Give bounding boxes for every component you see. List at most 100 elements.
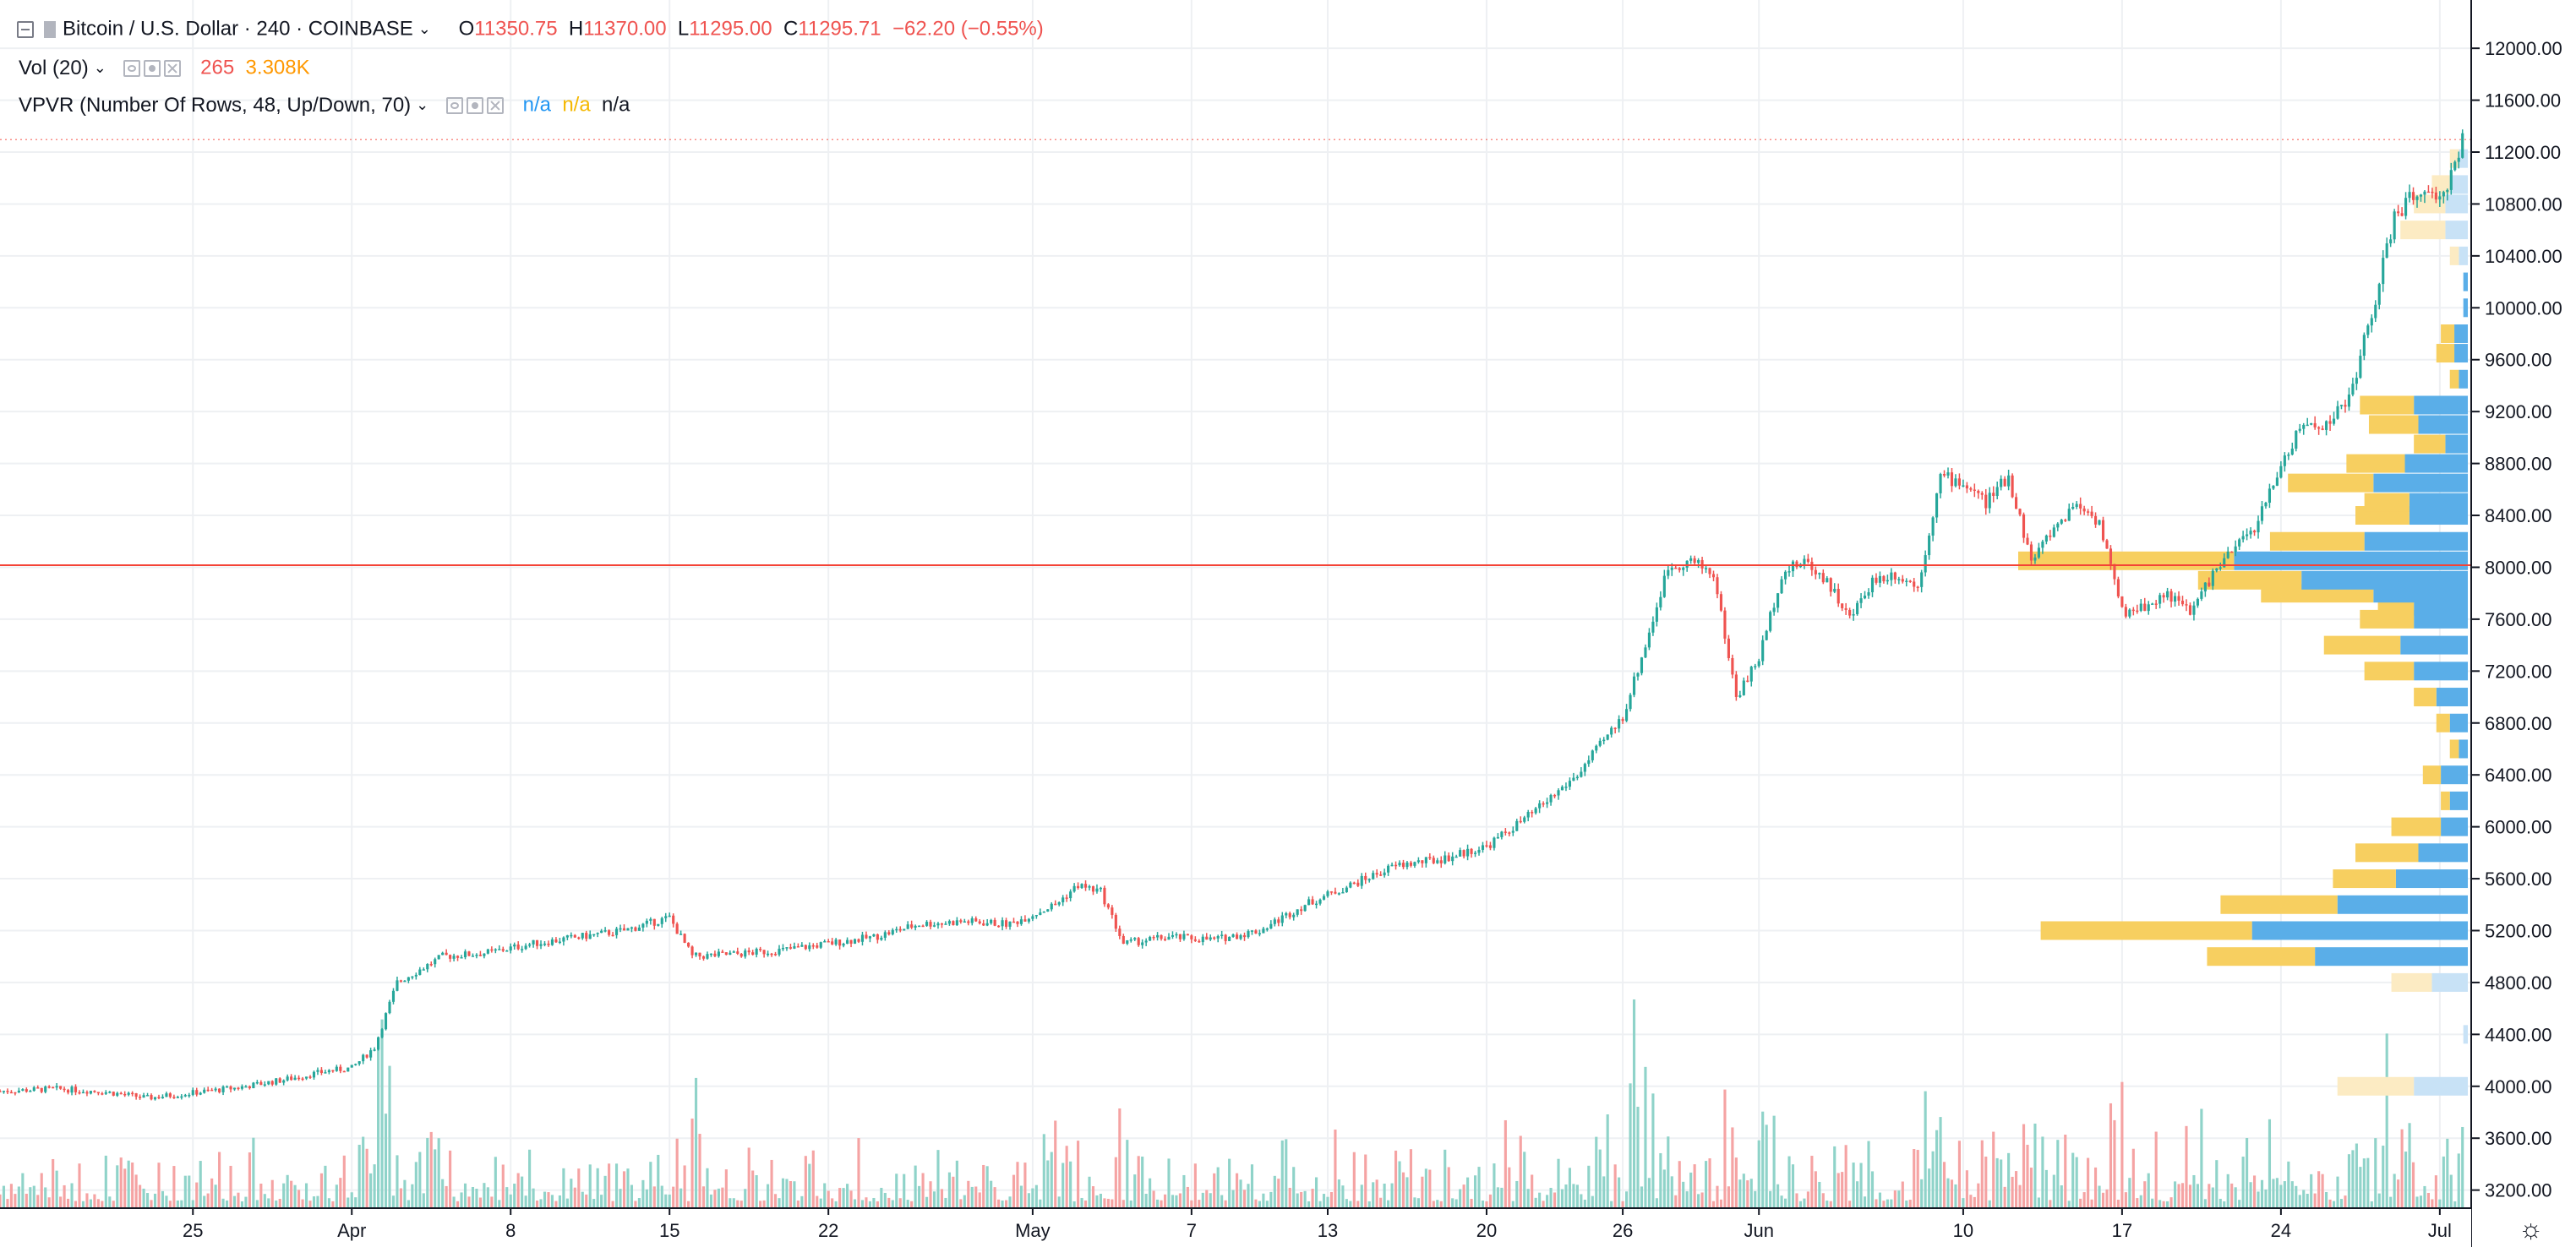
volume-bar <box>1057 1196 1061 1208</box>
eye-icon[interactable] <box>123 60 141 78</box>
candle-body <box>52 1086 55 1089</box>
close-icon[interactable] <box>164 60 182 78</box>
volume-bar <box>1988 1200 1991 1208</box>
volume-profile-up-bar <box>2449 713 2468 732</box>
symbol-title[interactable]: Bitcoin / U.S. Dollar · 240 · COINBASE <box>63 17 413 41</box>
candle-body <box>1508 832 1511 834</box>
volume-bar <box>365 1148 368 1208</box>
volume-bar <box>1859 1163 1863 1208</box>
candle-body <box>1337 893 1340 895</box>
candle-body <box>2446 189 2449 193</box>
candle-body <box>800 945 804 947</box>
volume-bar <box>2389 1196 2393 1208</box>
candle-body <box>1682 567 1685 570</box>
volume-bar <box>342 1155 346 1208</box>
candle-body <box>1632 676 1636 695</box>
collapse-legend-icon[interactable] <box>17 20 34 38</box>
close-icon[interactable] <box>486 97 504 115</box>
volume-bar <box>2310 1173 2313 1208</box>
candle-body <box>2018 509 2022 515</box>
vpvr-value-total: n/a <box>602 93 630 117</box>
candle-body <box>411 976 414 978</box>
volume-profile-up-bar <box>2418 843 2468 863</box>
candle-body <box>399 980 402 982</box>
candle-body <box>471 956 475 957</box>
volume-bar <box>1731 1127 1734 1208</box>
vpvr-study-label[interactable]: VPVR (Number Of Rows, 48, Up/Down, 70) <box>19 93 412 117</box>
candle-body <box>947 921 951 924</box>
volume-bar <box>793 1181 796 1208</box>
volume-bar <box>1575 1184 1579 1208</box>
volume-bar <box>1742 1173 1745 1208</box>
candle-body <box>2461 133 2464 158</box>
candle-body <box>838 939 842 946</box>
candle-body <box>1719 594 1723 611</box>
volume-bar <box>770 1159 773 1208</box>
volume-bar <box>1258 1201 1261 1208</box>
volume-bar <box>1662 1169 1666 1208</box>
volume-profile-down-bar <box>2449 149 2459 168</box>
candle-body <box>2344 405 2347 407</box>
volume-bar <box>585 1194 588 1208</box>
candle-body <box>1027 918 1030 922</box>
candle-body <box>1137 938 1140 945</box>
volume-bar <box>203 1195 206 1208</box>
volume-profile-up-bar <box>2414 395 2468 415</box>
candle-body <box>603 930 607 932</box>
volume-bar <box>1924 1091 1927 1208</box>
eye-icon[interactable] <box>445 97 463 115</box>
candle-body <box>1477 849 1481 853</box>
volume-bar <box>524 1195 527 1208</box>
candle-body <box>1069 891 1072 899</box>
volume-bar <box>1141 1156 1144 1208</box>
volume-bar <box>592 1199 596 1208</box>
candle-body <box>687 942 690 947</box>
candle-body <box>1829 578 1832 592</box>
volume-bar <box>1186 1186 1189 1208</box>
candle-body <box>1171 935 1175 937</box>
candle-body <box>1462 850 1465 857</box>
candle-body <box>1372 873 1375 879</box>
volume-bar <box>1398 1161 1401 1208</box>
chevron-down-icon[interactable]: ⌄ <box>416 96 429 114</box>
volume-bar <box>2397 1179 2400 1208</box>
symbol-icon <box>44 20 56 38</box>
candle-body <box>709 953 713 956</box>
candle-body <box>683 934 686 943</box>
volume-bar <box>1954 1184 1957 1208</box>
chevron-down-icon[interactable]: ⌄ <box>93 59 106 77</box>
candle-body <box>778 948 781 955</box>
volume-study-label[interactable]: Vol (20) <box>19 56 89 79</box>
candle-body <box>585 933 588 939</box>
settings-icon[interactable] <box>466 97 483 115</box>
candle-body <box>2393 211 2396 240</box>
volume-bar <box>1300 1191 1303 1208</box>
volume-bar <box>1477 1167 1481 1208</box>
candle-body <box>1878 575 1882 583</box>
chevron-down-icon[interactable]: ⌄ <box>418 20 431 38</box>
volume-bar <box>672 1186 675 1208</box>
volume-bar <box>955 1160 958 1208</box>
candle-body <box>1193 939 1197 941</box>
volume-bar <box>505 1187 509 1208</box>
horizontal-line-drawing[interactable]: 8015.7411295.7103:12:20 <box>0 126 2573 579</box>
candle-body <box>206 1089 210 1092</box>
volume-bar <box>1103 1198 1106 1208</box>
volume-bar <box>270 1179 274 1208</box>
volume-bar <box>2067 1201 2071 1208</box>
candle-body <box>1674 567 1678 569</box>
candle-body <box>1016 921 1019 924</box>
volume-bar <box>2026 1144 2029 1208</box>
volume-profile-up-bar <box>2441 765 2468 785</box>
gear-icon[interactable]: ☼ <box>2519 1213 2544 1244</box>
volume-bar <box>947 1172 951 1208</box>
volume-bar <box>142 1188 145 1208</box>
candle-body <box>1942 474 1946 476</box>
candle-body <box>1083 884 1088 888</box>
settings-icon[interactable] <box>144 60 161 78</box>
time-axis[interactable]: 25 Apr 8 15 22 May 7 13 20 26 Jun 10 17 24 Jul <box>0 1207 2471 1247</box>
volume-bar <box>399 1188 402 1208</box>
candle-body <box>29 1091 32 1092</box>
price-axis[interactable]: 3200.00 3600.00 4000.00 4400.00 4800.00 5200.… <box>2470 0 2576 1247</box>
